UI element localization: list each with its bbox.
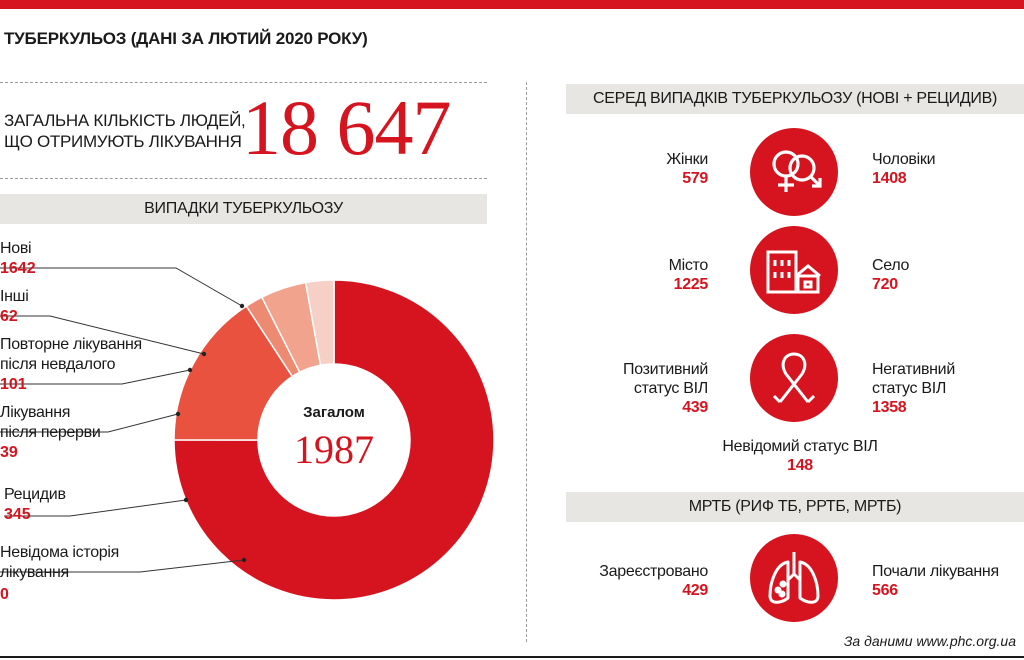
column-divider: [526, 82, 527, 642]
total-value: 18 647: [242, 84, 451, 171]
lungs-icon: [750, 534, 838, 622]
men-label: Чоловіки: [872, 151, 936, 168]
mrtb-registered-label: Зареєстровано: [599, 563, 708, 580]
leader-other: [0, 315, 205, 355]
village-stat: Село 720: [872, 256, 1024, 294]
page-title: ТУБЕРКУЛЬОЗ (ДАНІ ЗА ЛЮТИЙ 2020 РОКУ): [4, 29, 368, 48]
mrtb-started-value: 566: [872, 582, 898, 599]
total-label-line1: ЗАГАЛЬНА КІЛЬКІСТЬ ЛЮДЕЙ,: [4, 111, 246, 130]
leader-relapse: [4, 499, 187, 517]
hiv-negative-label-line1: Негативний: [872, 361, 955, 378]
legend-value-interrupt: 39: [0, 444, 18, 461]
hiv-positive-label-line2: статус ВІЛ: [633, 380, 708, 397]
leader-other-dot: [201, 351, 207, 357]
hiv-negative-value: 1358: [872, 399, 907, 416]
legend-label-new: Нові: [0, 240, 32, 257]
legend-value-relapse: 345: [4, 506, 31, 523]
total-label: ЗАГАЛЬНА КІЛЬКІСТЬ ЛЮДЕЙ, ЩО ОТРИМУЮТЬ Л…: [4, 110, 246, 152]
hiv-positive-label-line1: Позитивний: [623, 361, 708, 378]
village-value: 720: [872, 276, 898, 293]
hiv-ribbon-icon: [750, 334, 838, 422]
leader-new: [0, 267, 243, 307]
village-label: Село: [872, 257, 910, 274]
leader-after-interruption-dot: [175, 411, 181, 417]
women-value: 579: [682, 170, 708, 187]
mrtb-started-stat: Почали лікування 566: [872, 562, 1024, 600]
right-header-1: СЕРЕД ВИПАДКІВ ТУБЕРКУЛЬОЗУ (НОВІ + РЕЦИ…: [566, 84, 1024, 114]
women-label: Жінки: [666, 151, 708, 168]
legend-value-other: 62: [0, 308, 18, 325]
hiv-unknown-stat: Невідомий статус ВІЛ 148: [660, 437, 940, 475]
city-village-icon: [750, 226, 838, 314]
city-stat: Місто 1225: [508, 256, 709, 294]
leader-unknown: [0, 559, 245, 573]
legend-label-retreat-line2: після невдалого: [0, 356, 116, 373]
men-value: 1408: [872, 170, 907, 187]
mrtb-started-label: Почали лікування: [872, 563, 999, 580]
center-label: Загалом: [303, 404, 365, 421]
bottom-rule: [0, 656, 1024, 658]
leader-retreatment: [0, 369, 191, 385]
legend-value-new: 1642: [0, 260, 36, 277]
center-value: 1987: [294, 427, 374, 472]
legend-label-interrupt-line1: Лікування: [0, 404, 71, 421]
leader-new-dot: [239, 303, 245, 309]
leader-retreatment-dot: [187, 367, 193, 373]
leader-unknown-dot: [241, 557, 247, 563]
legend-label-unknown-line1: Невідома історія: [0, 544, 120, 561]
city-label: Місто: [668, 257, 709, 274]
women-stat: Жінки 579: [508, 150, 708, 188]
top-accent-bar: [0, 0, 1024, 9]
total-label-line2: ЩО ОТРИМУЮТЬ ЛІКУВАННЯ: [4, 132, 242, 151]
hiv-negative-label-line2: статус ВІЛ: [872, 380, 947, 397]
slice-new: [173, 279, 495, 601]
legend-value-retreat: 101: [0, 376, 27, 393]
gender-icon: [750, 128, 838, 216]
legend-value-unknown: 0: [0, 586, 9, 603]
legend-label-relapse: Рецидив: [4, 486, 66, 503]
chart-title: ВИПАДКИ ТУБЕРКУЛЬОЗУ: [0, 194, 487, 224]
hiv-positive-value: 439: [682, 399, 708, 416]
slice-other: [304, 279, 335, 367]
legend-label-retreat-line1: Повторне лікування: [0, 336, 142, 353]
divider: [0, 82, 487, 83]
right-header-2: МРТБ (РИФ ТБ, РРТБ, МРТБ): [566, 492, 1024, 522]
legend-label-other: Інші: [0, 288, 29, 305]
hiv-unknown-label: Невідомий статус ВІЛ: [722, 438, 878, 455]
divider: [0, 178, 487, 179]
men-stat: Чоловіки 1408: [872, 150, 1024, 188]
hiv-unknown-value: 148: [787, 457, 813, 474]
source-note: За даними www.phc.org.ua: [843, 633, 1016, 649]
leader-after-interruption: [0, 413, 179, 433]
legend-label-unknown-line2: лікування: [0, 564, 69, 581]
hiv-negative-stat: Негативний статус ВІЛ 1358: [872, 360, 1024, 417]
city-value: 1225: [673, 276, 709, 293]
slice-relapse: [173, 305, 294, 441]
leader-relapse-dot: [183, 497, 189, 503]
legend-label-interrupt-line2: після перерви: [0, 424, 101, 441]
hiv-positive-stat: Позитивний статус ВІЛ 439: [508, 360, 708, 417]
mrtb-registered-stat: Зареєстровано 429: [508, 562, 708, 600]
mrtb-registered-value: 429: [682, 582, 708, 599]
